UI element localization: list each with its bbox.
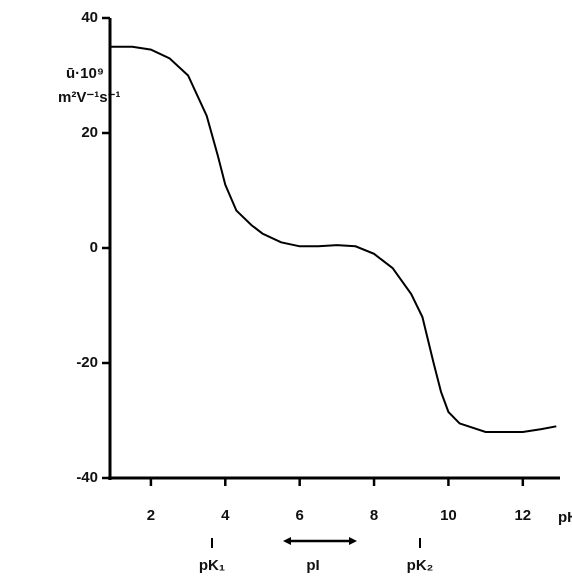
x-tick-label: 4: [221, 507, 230, 524]
y-tick-label: 40: [81, 9, 98, 26]
y-label: ū·10⁹: [66, 65, 104, 82]
y-label: m²V⁻¹s⁻¹: [58, 89, 121, 106]
arrow-head: [283, 537, 357, 545]
annotation: pK₂: [407, 557, 434, 574]
x-tick-label: 6: [295, 507, 303, 524]
y-tick-label: -40: [76, 469, 98, 486]
y-tick-label: 20: [81, 124, 98, 141]
x-tick-label: 8: [370, 507, 378, 524]
annotation: pK₁: [199, 557, 225, 574]
annotation: pI: [306, 557, 319, 574]
data-line: [110, 45, 557, 433]
x-tick-label: 12: [514, 507, 531, 524]
y-tick-label: 0: [90, 239, 98, 256]
x-label: pH: [558, 509, 572, 526]
y-tick-label: -20: [76, 354, 98, 371]
x-tick-label: 10: [440, 507, 457, 524]
x-tick-label: 2: [147, 507, 155, 524]
